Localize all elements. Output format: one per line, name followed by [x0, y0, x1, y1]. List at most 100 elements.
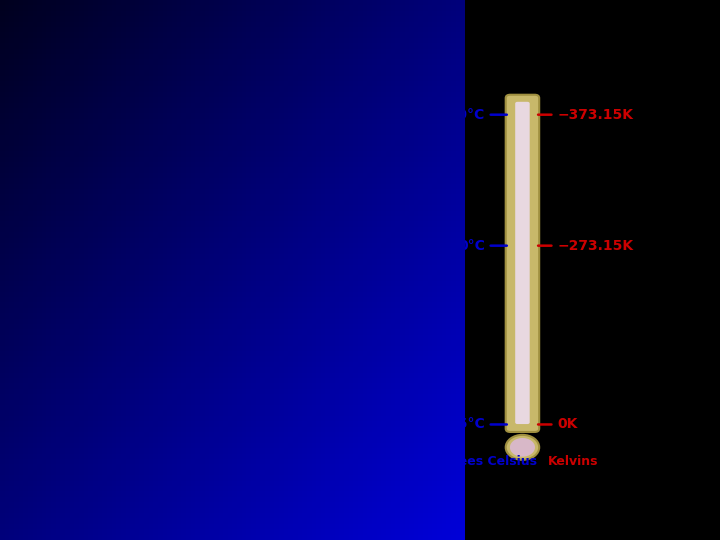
Bar: [90, 340, 450, 342]
Bar: [90, 268, 450, 270]
Bar: [90, 238, 450, 240]
Bar: [90, 296, 450, 299]
Text: 0°C: 0°C: [458, 239, 485, 253]
Bar: [90, 312, 450, 314]
Bar: [90, 222, 450, 224]
Bar: [90, 305, 450, 307]
Bar: [90, 314, 450, 316]
Bar: [90, 281, 450, 283]
Bar: [90, 364, 450, 366]
Text: =  Temperature in: = Temperature in: [163, 241, 326, 260]
Bar: [90, 231, 450, 233]
Bar: [90, 255, 450, 257]
Text: −373.15K: −373.15K: [557, 107, 633, 122]
Bar: [90, 325, 450, 327]
Bar: [90, 345, 450, 347]
Text: -273.15°C: -273.15°C: [408, 417, 485, 431]
Bar: [90, 322, 450, 325]
Bar: [90, 283, 450, 285]
Text: Kelvin: Kelvin: [102, 190, 185, 213]
Bar: [90, 362, 450, 364]
Bar: [90, 257, 450, 259]
Bar: [90, 215, 450, 218]
Bar: [90, 357, 450, 360]
Bar: [90, 218, 450, 220]
Bar: [90, 233, 450, 235]
Bar: [90, 307, 450, 309]
Ellipse shape: [505, 435, 539, 460]
Bar: [90, 288, 450, 290]
Bar: [90, 335, 450, 338]
Bar: [90, 242, 450, 244]
Text: OR: OR: [106, 295, 132, 314]
Bar: [90, 303, 450, 305]
Bar: [90, 228, 450, 231]
Bar: [90, 213, 450, 215]
Bar: [90, 266, 450, 268]
Bar: [90, 224, 450, 226]
Bar: [90, 318, 450, 320]
Bar: [90, 209, 450, 211]
Bar: [90, 248, 450, 251]
Bar: [90, 353, 450, 355]
Bar: [90, 211, 450, 213]
Bar: [90, 253, 450, 255]
Bar: [90, 244, 450, 246]
Bar: [90, 320, 450, 322]
Bar: [90, 240, 450, 242]
Bar: [90, 349, 450, 351]
Bar: [90, 333, 450, 335]
Bar: [90, 194, 450, 196]
Bar: [90, 338, 450, 340]
Bar: [90, 205, 450, 207]
Text: between the: between the: [102, 133, 278, 157]
Bar: [90, 259, 450, 261]
Text: Celsius: Celsius: [189, 133, 284, 157]
Text: 0K: 0K: [557, 417, 577, 431]
Bar: [90, 360, 450, 362]
Bar: [90, 274, 450, 276]
Text: Degrees Celsius: Degrees Celsius: [425, 455, 536, 468]
Bar: [90, 331, 450, 333]
Bar: [90, 276, 450, 279]
Bar: [90, 290, 450, 292]
Bar: [90, 294, 450, 296]
Bar: [90, 272, 450, 274]
Bar: [90, 355, 450, 357]
Text: kelvin  −273.15: kelvin −273.15: [106, 266, 248, 285]
Bar: [90, 251, 450, 253]
Bar: [90, 316, 450, 318]
Text: What is the relationship: What is the relationship: [102, 77, 423, 102]
Bar: [90, 246, 450, 248]
Bar: [90, 347, 450, 349]
Text: Kelvins: Kelvins: [547, 455, 598, 468]
Bar: [90, 351, 450, 353]
Bar: [90, 309, 450, 312]
Text: θ / ᵒC  =  T / K  −  273.15: θ / ᵒC = T / K − 273.15: [106, 329, 334, 347]
Bar: [90, 207, 450, 209]
Bar: [90, 342, 450, 345]
Ellipse shape: [510, 438, 535, 457]
Text: 100°C: 100°C: [438, 107, 485, 122]
Bar: [90, 292, 450, 294]
Bar: [90, 226, 450, 228]
Bar: [90, 200, 450, 202]
Bar: [90, 198, 450, 200]
Bar: [90, 270, 450, 272]
Bar: [90, 279, 450, 281]
Bar: [90, 261, 450, 264]
Text: and the: and the: [278, 133, 388, 157]
Text: −273.15K: −273.15K: [557, 239, 633, 253]
Bar: [90, 202, 450, 205]
Text: Temperature in ᵒC: Temperature in ᵒC: [106, 204, 269, 222]
FancyBboxPatch shape: [516, 102, 530, 424]
Bar: [90, 301, 450, 303]
Bar: [90, 366, 450, 368]
Bar: [90, 327, 450, 329]
Bar: [90, 235, 450, 238]
Bar: [90, 264, 450, 266]
Bar: [90, 196, 450, 198]
Bar: [90, 299, 450, 301]
Bar: [90, 285, 450, 288]
Bar: [90, 220, 450, 222]
